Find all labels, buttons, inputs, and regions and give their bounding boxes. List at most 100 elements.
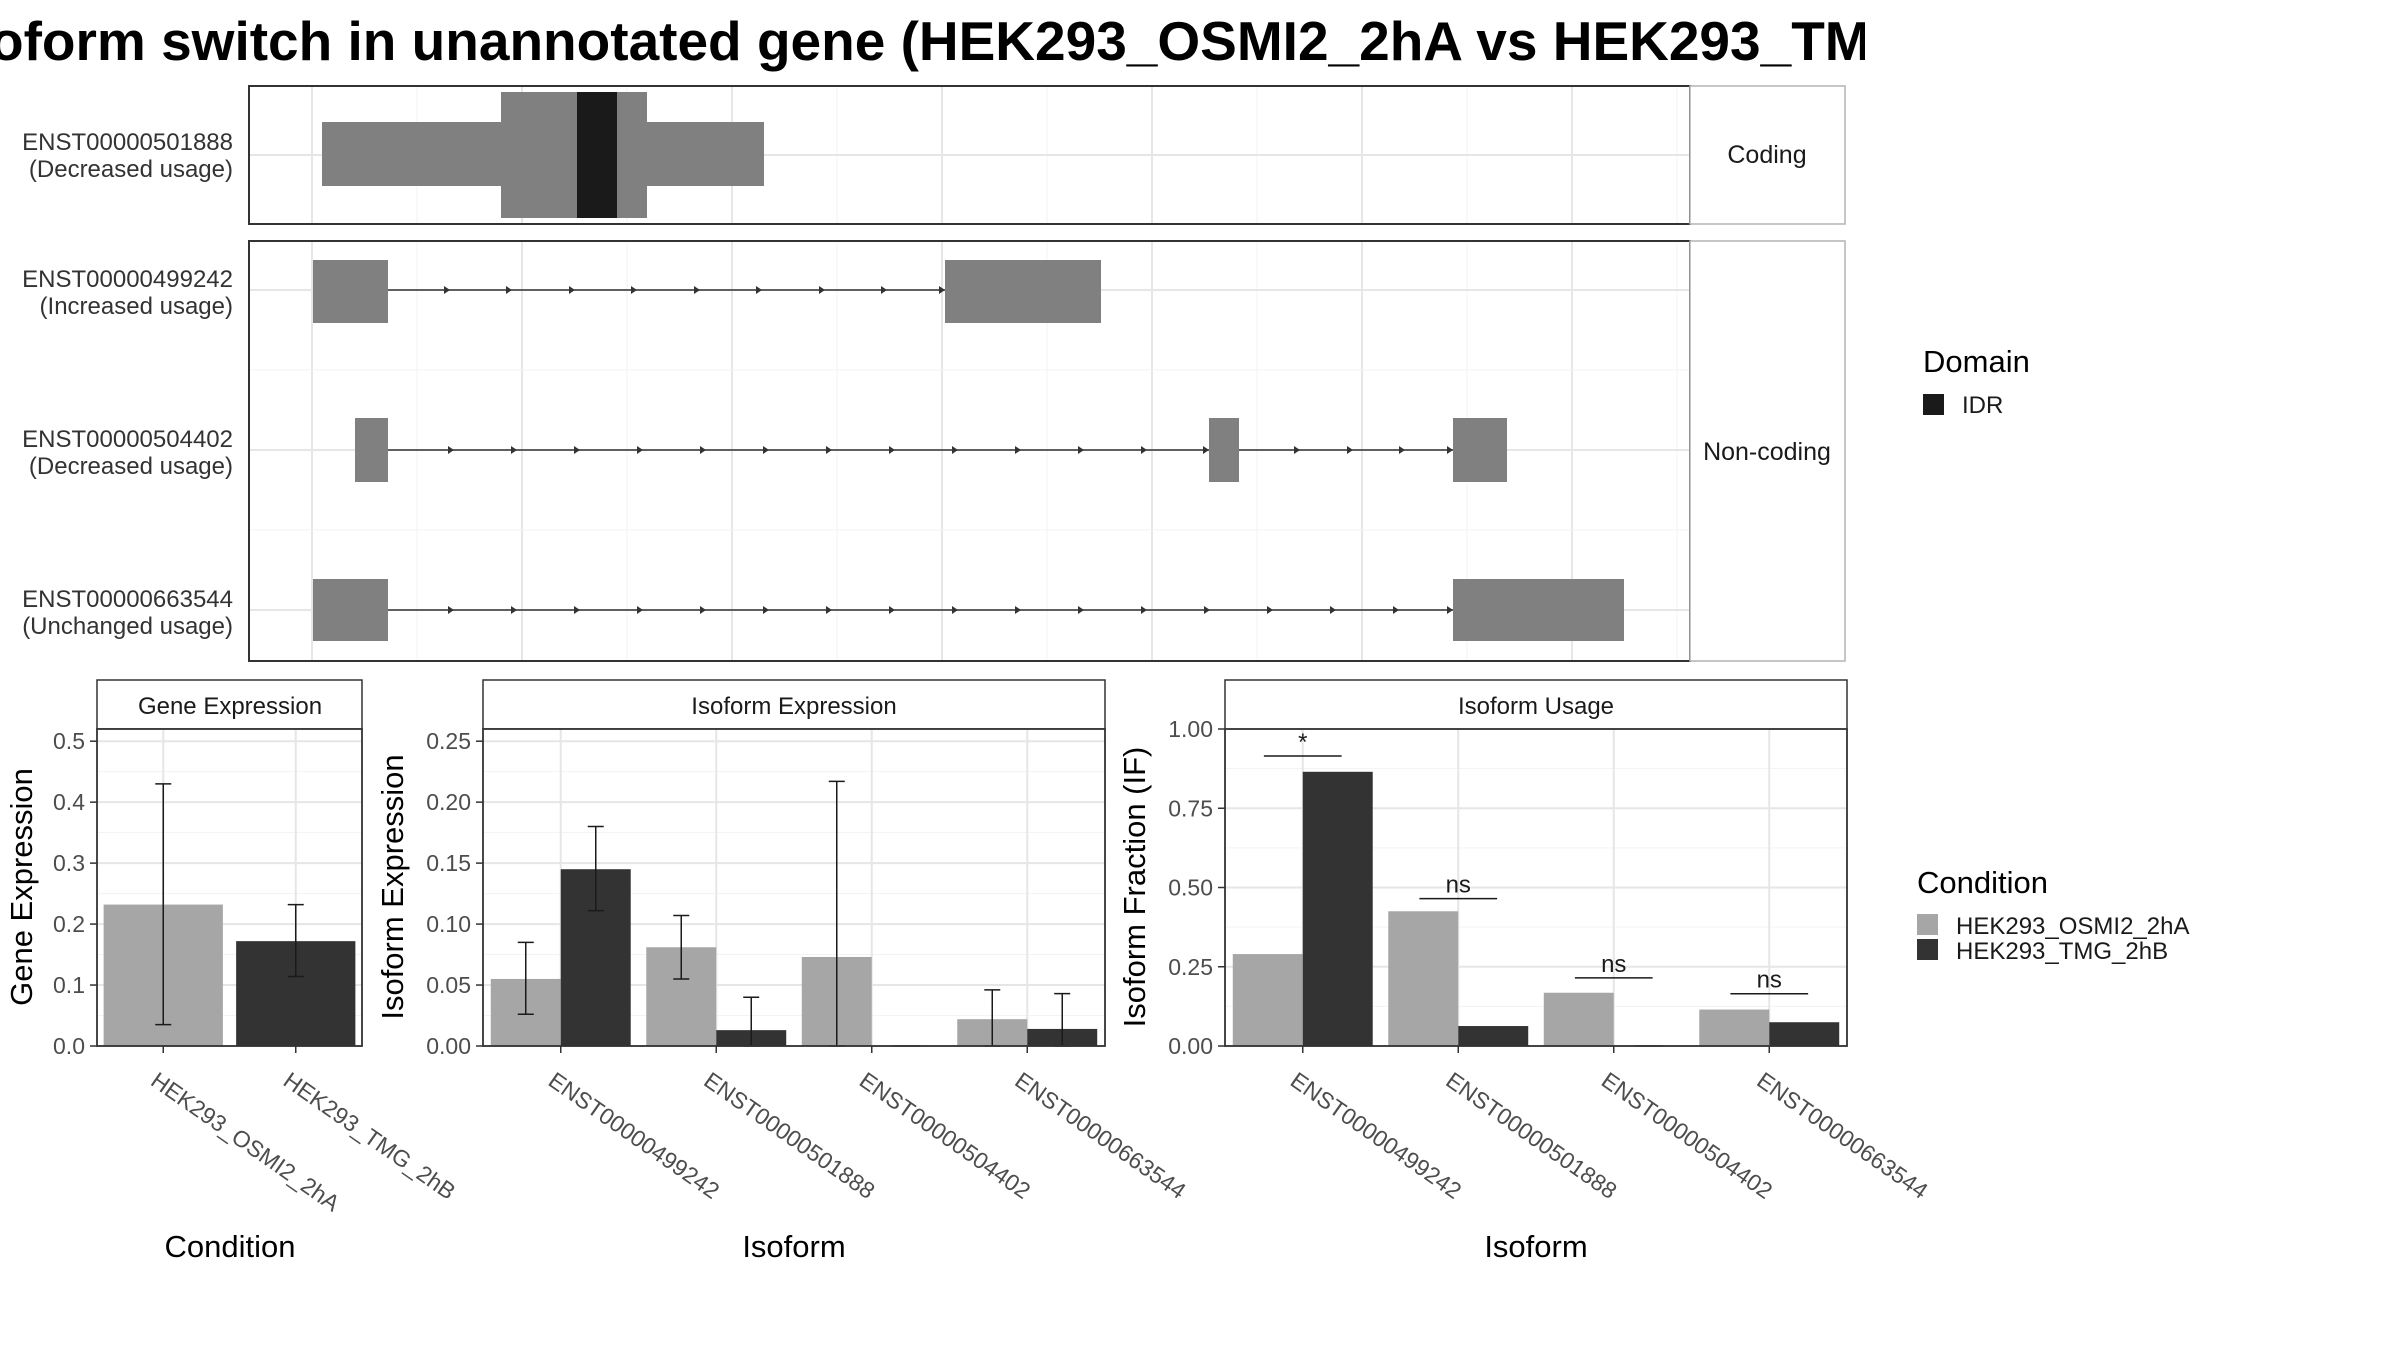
x-axis-label: Isoform — [742, 1229, 845, 1264]
plot-border — [482, 728, 1106, 1047]
y-tick-label: 0.50 — [1168, 875, 1213, 901]
significance-label: * — [1298, 729, 1307, 756]
intron-arrow — [506, 286, 512, 294]
intron-arrow — [881, 286, 887, 294]
transcript-usage: (Decreased usage) — [29, 156, 233, 183]
intron-arrows — [448, 446, 1453, 454]
intron-arrow — [826, 446, 832, 454]
chart-title: Isoform Usage — [1458, 693, 1614, 720]
exon — [313, 260, 388, 323]
facet-strip-noncoding — [1689, 240, 1846, 662]
intron-arrow — [1447, 446, 1453, 454]
facet-strip-coding — [1689, 85, 1846, 225]
y-tick-label: 0.75 — [1168, 795, 1213, 821]
intron-arrow — [637, 606, 643, 614]
intron-arrow — [448, 606, 454, 614]
legend-key-idr — [1923, 394, 1944, 415]
x-tick-label: ENST00000504402 — [1597, 1067, 1777, 1204]
y-tick-label: 0.0 — [53, 1033, 85, 1059]
y-axis-label: Isoform Fraction (IF) — [1117, 747, 1152, 1028]
legend-key-cond-a — [1917, 914, 1938, 935]
x-tick-label: ENST00000504402 — [855, 1067, 1035, 1204]
intron-arrow — [889, 446, 895, 454]
significance-label: ns — [1757, 967, 1782, 994]
legend-key-cond-b — [1917, 939, 1938, 960]
exon — [1453, 418, 1507, 482]
facet-label-noncoding: Non-coding — [1703, 438, 1831, 466]
transcript-usage: (Decreased usage) — [29, 453, 233, 480]
y-tick-label: 0.25 — [1168, 954, 1213, 980]
transcript-usage: (Unchanged usage) — [22, 613, 233, 640]
intron-arrow — [700, 606, 706, 614]
intron-arrow — [763, 446, 769, 454]
legend-title: Condition — [1917, 865, 2048, 900]
legend-title: Domain — [1923, 344, 2030, 379]
legend-label: HEK293_OSMI2_2hA — [1956, 913, 2189, 940]
intron-arrow — [1141, 606, 1147, 614]
exon — [945, 260, 1101, 323]
x-tick-label: ENST00000499242 — [1286, 1067, 1466, 1204]
isoform-usage-chart: Isoform Usage 0.00 0.25 0.50 0.75 1.00 ENST00… — [1117, 679, 1933, 1264]
intron-arrow — [511, 446, 517, 454]
intron-arrow — [569, 286, 575, 294]
plot-border — [96, 728, 363, 1047]
intron-arrow — [1015, 606, 1021, 614]
x-tick-label: ENST00000501888 — [1441, 1067, 1621, 1204]
exon — [355, 418, 388, 482]
legend-label: HEK293_TMG_2hB — [1956, 938, 2168, 965]
y-tick-label: 0.5 — [53, 728, 85, 754]
intron-arrow — [1078, 446, 1084, 454]
intron-arrow — [763, 606, 769, 614]
intron-arrow — [448, 446, 454, 454]
title-clip-mask — [1865, 0, 2400, 80]
exon — [313, 579, 388, 641]
x-tick-label: ENST00000663544 — [1010, 1067, 1191, 1204]
intron-arrows — [448, 606, 1453, 614]
figure-title: oform switch in unannotated gene (HEK293… — [0, 10, 1913, 72]
y-tick-label: 0.4 — [53, 789, 85, 815]
y-axis-label: Gene Expression — [4, 768, 39, 1006]
intron-arrow — [819, 286, 825, 294]
y-tick-label: 0.10 — [426, 911, 471, 937]
bar — [1232, 954, 1303, 1046]
transcript-id: ENST00000663544 — [22, 586, 233, 613]
x-tick-label: ENST00000501888 — [699, 1067, 879, 1204]
intron-arrow — [939, 286, 945, 294]
y-tick-label: 0.15 — [426, 850, 471, 876]
transcript-id: ENST00000504402 — [22, 426, 233, 453]
intron-arrow — [637, 446, 643, 454]
exon — [1209, 418, 1239, 482]
domain-legend: Domain IDR — [1923, 344, 2030, 419]
bar — [1543, 992, 1614, 1046]
intron-arrow — [826, 606, 832, 614]
intron-arrow — [1330, 606, 1336, 614]
bar — [1458, 1026, 1529, 1046]
plot-border — [1224, 728, 1848, 1047]
bar — [1769, 1022, 1840, 1046]
intron-arrow — [756, 286, 762, 294]
y-tick-label: 0.05 — [426, 972, 471, 998]
intron-arrow — [1015, 446, 1021, 454]
intron-arrow — [444, 286, 450, 294]
y-tick-label: 0.00 — [426, 1033, 471, 1059]
chart-strip — [482, 679, 1106, 730]
transcript-panel-coding: Coding — [248, 85, 1846, 225]
idr-domain — [577, 92, 617, 218]
intron-arrow — [1203, 446, 1209, 454]
chart-title: Gene Expression — [138, 693, 322, 720]
intron-arrow — [694, 286, 700, 294]
exon — [1453, 579, 1624, 641]
x-tick-label: ENST00000663544 — [1752, 1067, 1933, 1204]
bar — [1699, 1009, 1770, 1046]
y-axis-label: Isoform Expression — [375, 754, 410, 1019]
intron-arrow — [1447, 606, 1453, 614]
y-tick-label: 0.25 — [426, 728, 471, 754]
intron-arrow — [574, 606, 580, 614]
transcript-usage: (Increased usage) — [40, 293, 233, 320]
isoform-expression-chart: Isoform Expression 0.00 0.05 0.10 0.15 0.20 0… — [375, 679, 1191, 1264]
y-tick-label: 0.1 — [53, 972, 85, 998]
intron-arrow — [1078, 606, 1084, 614]
intron-arrow — [1267, 606, 1273, 614]
intron-arrow — [1393, 606, 1399, 614]
